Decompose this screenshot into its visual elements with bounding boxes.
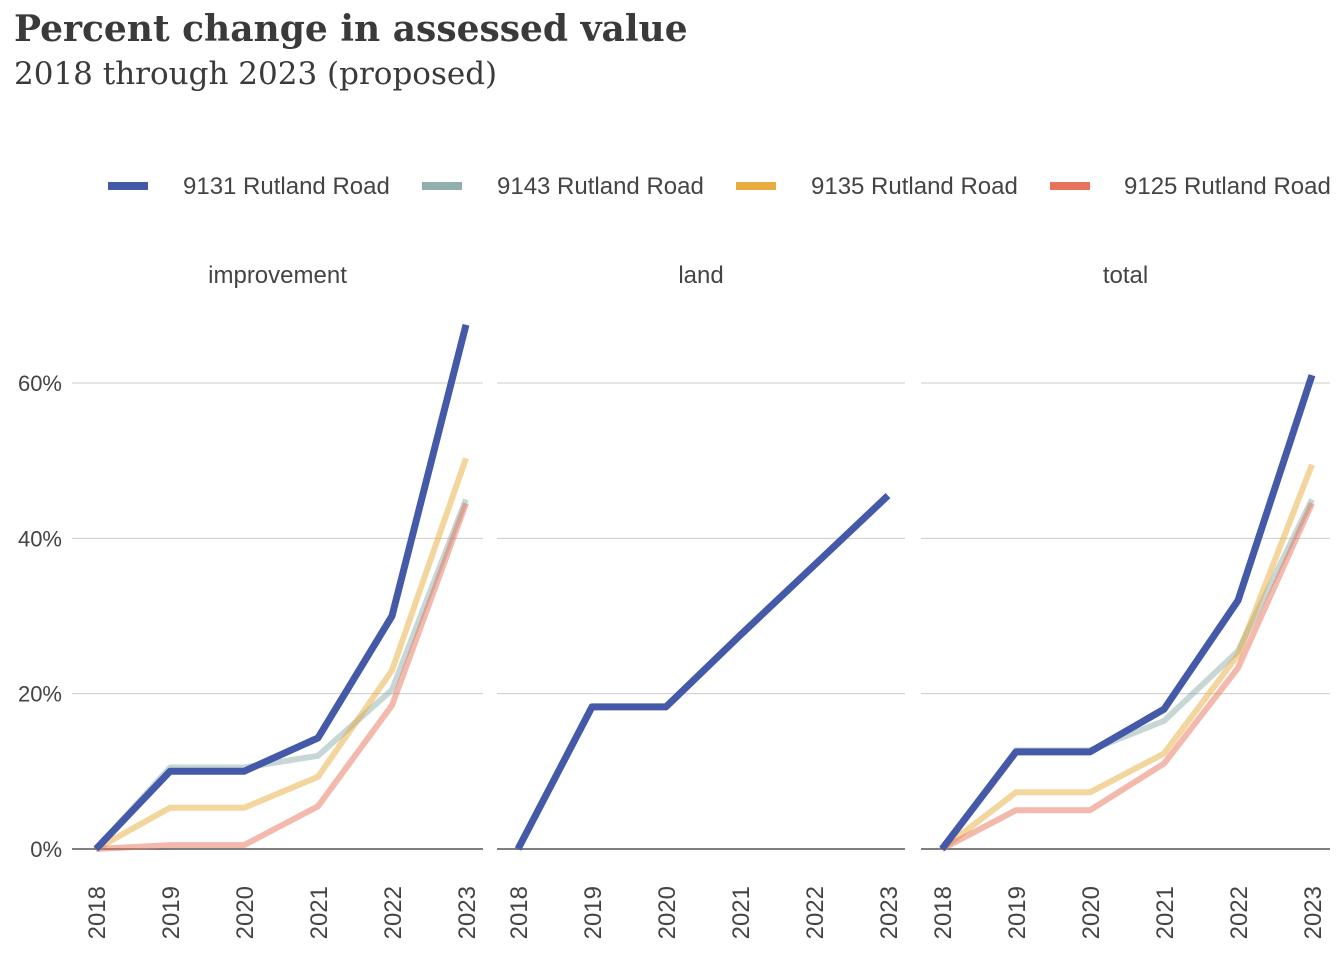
x-tick-label: 2022 (380, 886, 407, 939)
legend-label: 9135 Rutland Road (811, 173, 1018, 200)
x-tick-label: 2019 (158, 886, 185, 939)
x-tick-label: 2018 (506, 886, 533, 939)
x-tick-label: 2019 (580, 886, 607, 939)
panel-title: total (1103, 262, 1148, 289)
x-tick-label: 2020 (232, 886, 259, 939)
x-tick-label: 2021 (306, 886, 333, 939)
x-tick-label: 2021 (728, 886, 755, 939)
series-line (514, 493, 891, 851)
x-tick-label: 2023 (454, 886, 481, 939)
x-tick-label: 2020 (654, 886, 681, 939)
x-tick-label: 2023 (1300, 886, 1327, 939)
x-tick-label: 2021 (1152, 886, 1179, 939)
series-line (939, 374, 1316, 852)
x-tick-label: 2018 (930, 886, 957, 939)
panel-title: improvement (208, 262, 347, 289)
x-tick-label: 2018 (84, 886, 111, 939)
y-tick-label: 60% (18, 371, 62, 396)
x-tick-label: 2022 (1226, 886, 1253, 939)
y-tick-label: 0% (30, 837, 62, 862)
legend-label: 9125 Rutland Road (1124, 173, 1331, 200)
series-line (95, 502, 469, 852)
chart-subtitle: 2018 through 2023 (proposed) (14, 56, 498, 92)
series-line (940, 463, 1315, 852)
x-tick-label: 2022 (802, 886, 829, 939)
legend-label: 9131 Rutland Road (183, 173, 390, 200)
x-tick-label: 2019 (1004, 886, 1031, 939)
series-line (93, 323, 470, 852)
legend-label: 9143 Rutland Road (497, 173, 704, 200)
panel-title: land (678, 262, 723, 289)
series-line (940, 502, 1315, 852)
y-tick-label: 20% (18, 682, 62, 707)
x-tick-label: 2020 (1078, 886, 1105, 939)
chart-title: Percent change in assessed value (14, 8, 688, 50)
x-tick-label: 2023 (876, 886, 903, 939)
y-tick-label: 40% (18, 526, 62, 551)
series-line (94, 457, 469, 852)
